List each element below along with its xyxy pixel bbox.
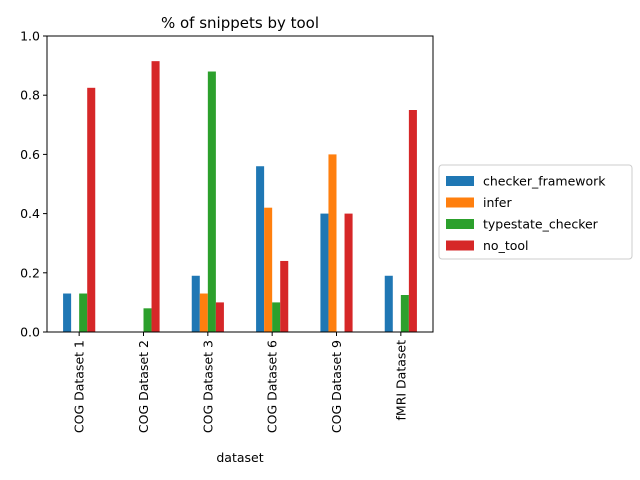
bar-no-tool-4: [280, 260, 289, 332]
legend-swatch-checker-framework: [446, 176, 474, 186]
legend-label-typestate-checker: typestate_checker: [483, 217, 599, 232]
x-axis: COG Dataset 1 COG Dataset 2 COG Dataset 3 C…: [72, 332, 408, 433]
bar-checker-framework-5: [320, 213, 329, 332]
y-tick-label: 0.4: [20, 206, 40, 221]
bar-checker-framework-6: [384, 275, 393, 332]
legend-swatch-typestate-checker: [446, 219, 474, 229]
bar-no-tool-1: [87, 87, 96, 332]
bar-checker-framework-4: [256, 166, 265, 332]
y-tick-label: 0.0: [20, 325, 40, 340]
bar-typestate-checker-6: [400, 295, 409, 332]
bar-no-tool-6: [408, 110, 417, 332]
bar-checker-framework-3: [191, 275, 200, 332]
bar-infer-3: [199, 293, 208, 332]
bar-infer-5: [328, 154, 337, 332]
y-tick-label: 0.6: [20, 147, 40, 162]
y-tick-label: 0.8: [20, 88, 40, 103]
legend-label-no-tool: no_tool: [483, 238, 529, 253]
bar-no-tool-2: [151, 61, 160, 332]
x-axis-label: dataset: [216, 450, 263, 465]
x-tick-label: COG Dataset 6: [265, 340, 280, 433]
legend-frame: [438, 164, 633, 260]
legend-swatch-infer: [446, 197, 474, 208]
x-tick-label: fMRI Dataset: [393, 340, 408, 421]
x-tick-label: COG Dataset 3: [200, 340, 215, 433]
bars-group: [63, 61, 417, 333]
bar-infer-4: [264, 207, 273, 332]
chart-title: % of snippets by tool: [161, 14, 319, 32]
bar-typestate-checker-1: [79, 293, 88, 332]
y-axis: 0.0 0.2 0.4 0.6 0.8 1.0: [20, 29, 47, 340]
x-tick-label: COG Dataset 9: [329, 340, 344, 433]
x-tick-label: COG Dataset 2: [136, 340, 151, 433]
plot-frame: [46, 35, 434, 333]
bar-typestate-checker-3: [207, 71, 216, 333]
legend-swatch-no-tool: [446, 240, 474, 251]
bar-no-tool-3: [215, 302, 224, 332]
bar-typestate-checker-2: [143, 308, 152, 332]
y-tick-label: 1.0: [20, 29, 40, 44]
bar-typestate-checker-4: [272, 302, 281, 332]
legend-label-infer: infer: [483, 195, 512, 210]
bar-no-tool-5: [344, 213, 353, 332]
bar-checker-framework-1: [63, 293, 72, 332]
x-tick-label: COG Dataset 1: [72, 340, 87, 433]
legend-label-checker-framework: checker_framework: [483, 174, 606, 189]
y-tick-label: 0.2: [20, 265, 40, 280]
